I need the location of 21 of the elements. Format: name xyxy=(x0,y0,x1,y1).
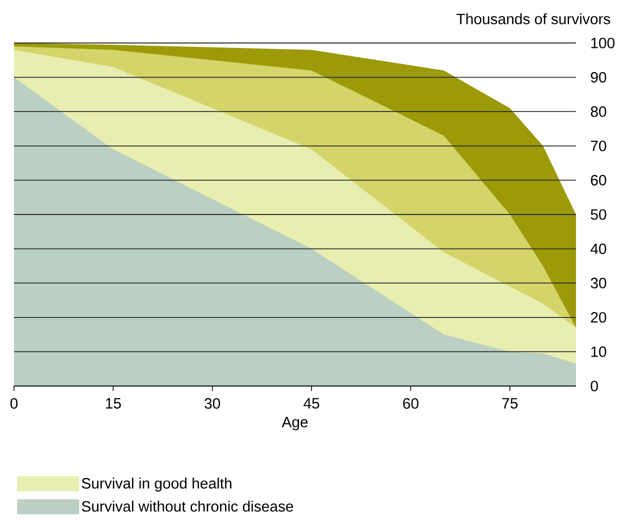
y-tick-label: 100 xyxy=(591,38,615,48)
x-tick-label: 30 xyxy=(204,398,220,409)
legend-label: Survival without chronic disease xyxy=(82,500,294,512)
x-tick-label: 0 xyxy=(10,398,18,409)
y-tick-label: 40 xyxy=(590,244,606,254)
y-tick-label: 70 xyxy=(590,140,606,152)
x-tick-label: 45 xyxy=(304,398,320,409)
y-tick-label: 30 xyxy=(590,278,606,288)
legend-label: Survival in good health xyxy=(82,478,232,492)
y-tick-label: 90 xyxy=(590,72,606,83)
y-tick-label: 10 xyxy=(591,346,606,357)
x-axis-title: Age xyxy=(282,416,308,430)
y-axis-title: Thousands of survivors xyxy=(456,13,610,24)
y-tick-label: 80 xyxy=(590,106,606,117)
y-tick-label: 20 xyxy=(590,312,606,323)
x-tick-label: 60 xyxy=(403,398,418,409)
y-tick-label: 0 xyxy=(590,380,598,392)
x-tick-label: 75 xyxy=(502,398,518,409)
x-tick-label: 15 xyxy=(106,398,121,409)
y-tick-label: 60 xyxy=(590,174,606,186)
y-tick-label: 50 xyxy=(590,209,606,220)
